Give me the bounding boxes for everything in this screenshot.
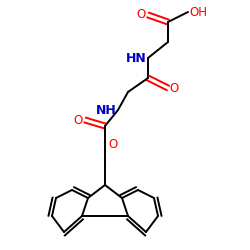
Text: O: O (137, 8, 146, 22)
Text: O: O (169, 82, 178, 94)
Text: O: O (74, 114, 83, 126)
Text: O: O (108, 138, 117, 151)
Text: OH: OH (189, 6, 207, 18)
Text: HN: HN (126, 52, 147, 64)
Text: NH: NH (96, 104, 117, 117)
